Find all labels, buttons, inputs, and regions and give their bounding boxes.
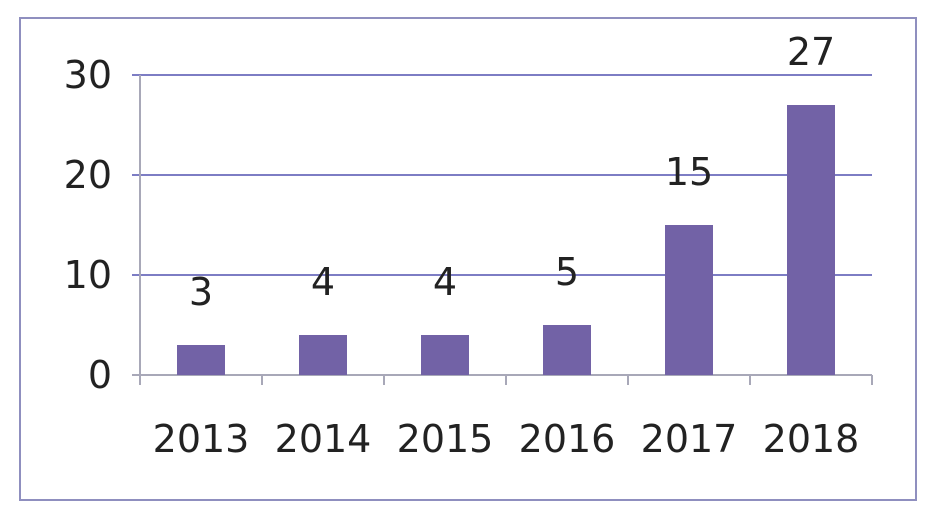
axes [132,75,873,385]
bar-2016 [543,325,591,375]
data-label-2014: 4 [311,260,335,304]
data-label-2013: 3 [189,270,213,314]
bar-2015 [421,335,469,375]
bar-2018 [787,105,835,375]
data-label-2017: 15 [665,150,713,194]
x-tick-label-2015: 2015 [397,417,494,461]
chart-frame [19,17,917,501]
y-tick-label-0: 0 [88,353,112,397]
gridlines [132,74,872,276]
data-label-2016: 5 [555,250,579,294]
data-labels: 3 4 4 5 15 27 [189,30,835,314]
y-tick-label-30: 30 [64,53,112,97]
data-label-2015: 4 [433,260,457,304]
bars [177,105,835,375]
y-tick-label-10: 10 [64,253,112,297]
bar-2017 [665,225,713,375]
x-tick-label-2018: 2018 [763,417,860,461]
x-tick-label-2014: 2014 [275,417,372,461]
y-tick-labels: 0 10 20 30 [64,53,112,397]
y-tick-label-20: 20 [64,153,112,197]
data-label-2018: 27 [787,30,835,74]
x-tick-label-2013: 2013 [153,417,250,461]
x-tick-label-2017: 2017 [641,417,738,461]
x-tick-label-2016: 2016 [519,417,616,461]
bar-2013 [177,345,225,375]
x-tick-labels: 2013 2014 2015 2016 2017 2018 [153,417,860,461]
bar-2014 [299,335,347,375]
